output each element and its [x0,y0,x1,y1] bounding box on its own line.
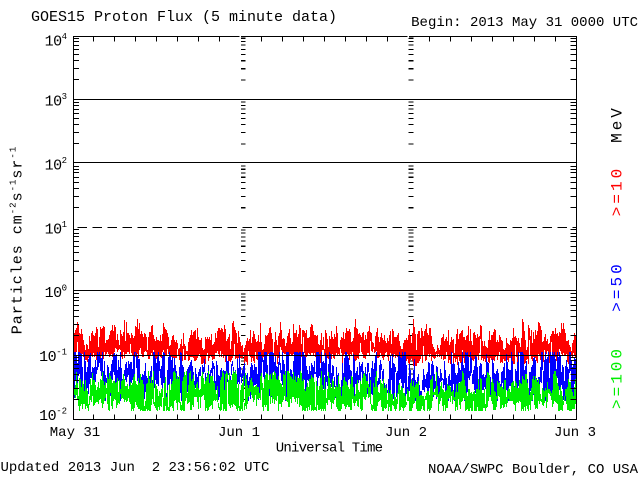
svg-text:May 31: May 31 [50,425,100,441]
svg-text:Updated 2013 Jun 2 23:56:02 U: Updated 2013 Jun 2 23:56:02 UTC [1,460,270,476]
svg-text:Jun 1: Jun 1 [218,425,260,441]
svg-text:104: 104 [45,32,67,51]
svg-text:>=50: >=50 [609,261,627,311]
svg-text:Jun 2: Jun 2 [385,425,427,441]
svg-text:NOAA/SWPC Boulder, CO USA: NOAA/SWPC Boulder, CO USA [428,462,639,478]
svg-text:Jun 3: Jun 3 [554,425,596,441]
svg-text:Begin: 2013 May 31 0000 UTC: Begin: 2013 May 31 0000 UTC [411,15,638,31]
svg-text:MeV: MeV [609,105,627,143]
svg-text:GOES15 Proton Flux (5 minute d: GOES15 Proton Flux (5 minute data) [31,9,337,26]
svg-text:>=100: >=100 [609,346,627,409]
svg-text:101: 101 [45,220,67,239]
svg-text:100: 100 [45,284,67,303]
svg-text:Particles cm-2s-1sr-1: Particles cm-2s-1sr-1 [9,146,27,335]
svg-text:>=10: >=10 [609,166,627,216]
svg-text:103: 103 [45,92,67,111]
svg-text:Universal Time: Universal Time [276,441,383,457]
svg-text:102: 102 [45,156,67,175]
